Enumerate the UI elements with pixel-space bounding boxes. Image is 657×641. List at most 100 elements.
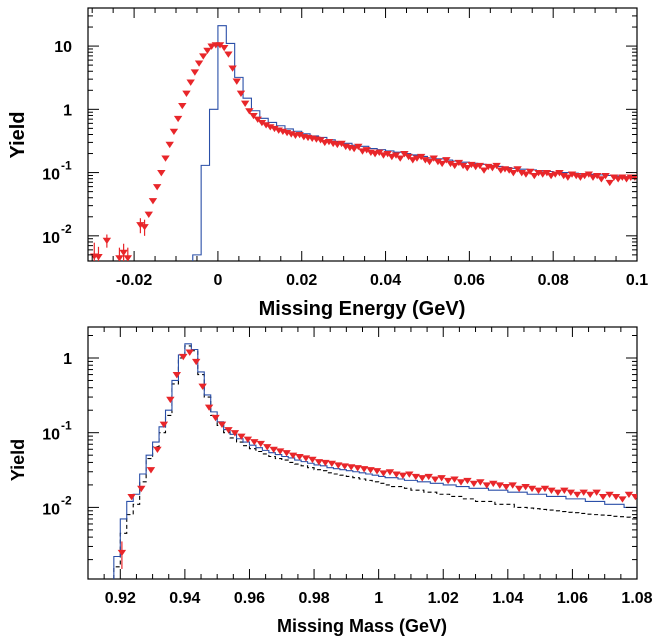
missing-energy-data-point <box>324 138 334 146</box>
missing-energy-x-tick-label: 0 <box>213 272 222 289</box>
missing-mass-ticks: 0.92 0.94 0.96 0.98 1 1.02 1.04 1.06 1.08110-110… <box>42 327 653 607</box>
missing-energy-data-point <box>454 159 464 167</box>
svg-text:10: 10 <box>42 230 60 247</box>
missing-mass-data-point <box>117 549 127 557</box>
missing-mass-x-tick-label: 1.08 <box>621 590 652 607</box>
missing-mass-data-point <box>566 489 575 496</box>
missing-mass-data-point <box>217 421 227 428</box>
missing-mass-data-point <box>418 475 427 482</box>
missing-energy-data-point <box>94 254 103 261</box>
missing-energy-data-point <box>601 172 610 180</box>
missing-mass-data-point <box>611 493 621 501</box>
missing-energy-data-point <box>597 176 606 183</box>
missing-energy-y-tick-label: 1 <box>63 102 72 119</box>
missing-energy-data-point <box>316 137 325 144</box>
missing-mass-data-point <box>508 482 517 489</box>
missing-mass-data-point <box>347 464 356 471</box>
missing-energy-y-tick-label: 10-1 <box>42 159 72 184</box>
missing-mass-x-tick-label: 1.06 <box>557 590 588 607</box>
missing-energy-marks <box>90 25 637 261</box>
missing-energy-data-point <box>504 167 514 174</box>
missing-energy-x-tick-label: 0.04 <box>370 272 401 289</box>
missing-mass-data-point <box>405 471 414 478</box>
missing-energy-y-tick-label: 10 <box>54 39 72 56</box>
missing-energy-data-point <box>630 174 637 181</box>
missing-energy-data-point <box>429 155 438 162</box>
missing-energy-data-point <box>425 158 434 166</box>
missing-mass-data-point <box>598 493 608 501</box>
missing-energy-data-point <box>446 160 455 168</box>
missing-energy-y-axis-title: Yield <box>7 111 29 158</box>
missing-energy-data-point <box>433 158 443 166</box>
missing-mass-data-point <box>618 496 627 503</box>
missing-mass-x-tick-label: 0.98 <box>298 590 329 607</box>
missing-energy-data-point <box>404 153 413 161</box>
missing-energy-data-point <box>148 198 158 205</box>
missing-energy-data-point <box>421 157 430 164</box>
missing-mass-data-point <box>579 489 588 496</box>
missing-energy-data-point <box>140 224 149 231</box>
missing-energy-data-point <box>295 131 304 139</box>
missing-mass-data-point <box>295 453 304 461</box>
missing-mass-data-point <box>624 491 634 499</box>
missing-energy-data-point <box>261 122 271 129</box>
missing-energy-data-point <box>349 146 359 153</box>
missing-mass-data-point <box>314 459 324 466</box>
missing-energy-data-point <box>442 157 451 164</box>
missing-mass-data-point <box>250 439 259 446</box>
missing-energy-data-point <box>592 172 602 180</box>
missing-energy-data-point <box>584 171 594 178</box>
missing-mass-data-point <box>482 482 492 489</box>
missing-mass-data-point <box>521 484 530 491</box>
missing-mass-marks <box>113 343 637 579</box>
missing-energy-data-point <box>555 170 564 177</box>
svg-text:10: 10 <box>42 501 60 518</box>
missing-mass-data-point <box>191 358 201 366</box>
missing-mass-data-point <box>534 487 543 494</box>
missing-mass-data-point <box>269 446 278 454</box>
missing-energy-data-point <box>492 162 501 170</box>
missing-energy-x-tick-label: 0.06 <box>454 272 485 289</box>
missing-mass-data-point <box>127 493 136 501</box>
missing-mass-y-tick-label: 1 <box>63 351 72 368</box>
missing-mass-data-point <box>631 493 637 501</box>
missing-mass-plot-frame <box>87 326 638 580</box>
plot-area <box>90 25 637 261</box>
missing-energy-x-tick-label: 0.02 <box>286 272 317 289</box>
missing-mass-y-axis-title: Yield <box>8 439 28 481</box>
missing-mass-data-point <box>137 485 146 493</box>
svg-text:1: 1 <box>63 102 72 119</box>
missing-mass-data-point <box>443 477 453 485</box>
missing-mass-data-point <box>237 433 246 440</box>
missing-mass-data-point <box>185 349 194 356</box>
missing-mass-data-point <box>502 484 511 491</box>
missing-mass-data-point <box>379 470 388 477</box>
missing-energy-data-point <box>194 60 204 67</box>
missing-mass-data-point <box>353 465 362 472</box>
missing-mass-data-point <box>476 479 485 486</box>
missing-energy-data-point <box>618 174 627 181</box>
missing-energy-data-point <box>157 170 166 177</box>
missing-mass-data-point <box>437 475 446 482</box>
missing-mass-data-point <box>153 446 162 454</box>
svg-text:-2: -2 <box>61 493 72 507</box>
missing-mass-data-point <box>308 456 317 464</box>
missing-mass-data-point <box>585 491 595 499</box>
missing-energy-data-point <box>190 69 200 76</box>
missing-mass-data-point <box>398 472 408 479</box>
missing-mass-data-point <box>243 436 253 443</box>
missing-mass-data-point <box>605 491 614 499</box>
svg-text:-1: -1 <box>61 159 72 173</box>
missing-energy-data-point <box>186 79 195 86</box>
missing-mass-x-tick-label: 0.92 <box>105 590 136 607</box>
missing-mass-data-point <box>385 469 395 476</box>
missing-mass-data-point <box>372 468 382 475</box>
missing-energy-data-point <box>391 152 401 159</box>
svg-text:1: 1 <box>63 351 72 368</box>
missing-energy-data-point <box>161 155 170 162</box>
missing-energy-data-point <box>613 176 623 183</box>
missing-mass-data-point <box>282 450 291 457</box>
missing-mass-data-point <box>211 414 220 422</box>
missing-energy-data-point <box>249 112 258 120</box>
